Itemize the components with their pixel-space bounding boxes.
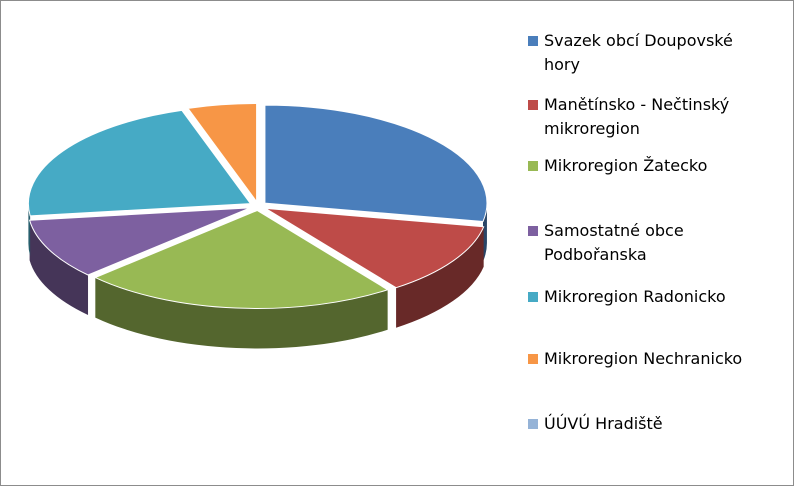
slice-side [29,220,89,316]
legend-swatch [528,226,538,236]
legend-label: Samostatné obce Podbořanska [544,221,684,264]
slice [94,209,389,309]
slice-side [483,203,487,262]
pie-area [27,103,488,349]
slice [27,109,252,217]
legend-label: Svazek obcí Doupovské hory [544,31,733,74]
legend-label: Mikroregion Radonicko [544,287,726,306]
slice [187,103,258,204]
slice [265,207,485,289]
legend-swatch [528,36,538,46]
slice-side [95,277,388,349]
legend-label: Manětínsko - Nečtinský mikroregion [544,95,730,138]
slice-side [396,226,484,328]
legend-swatch [528,292,538,302]
legend-swatch [528,100,538,110]
legend-label: ÚÚVÚ Hradiště [544,414,663,433]
legend-label: Mikroregion Nechranicko [544,349,743,368]
legend-swatch [528,354,538,364]
slice-side [28,203,31,256]
legend-swatch [528,161,538,171]
slice [28,207,251,276]
legend-swatch [528,419,538,429]
slice [264,104,488,223]
legend-label: Mikroregion Žatecko [544,156,708,175]
